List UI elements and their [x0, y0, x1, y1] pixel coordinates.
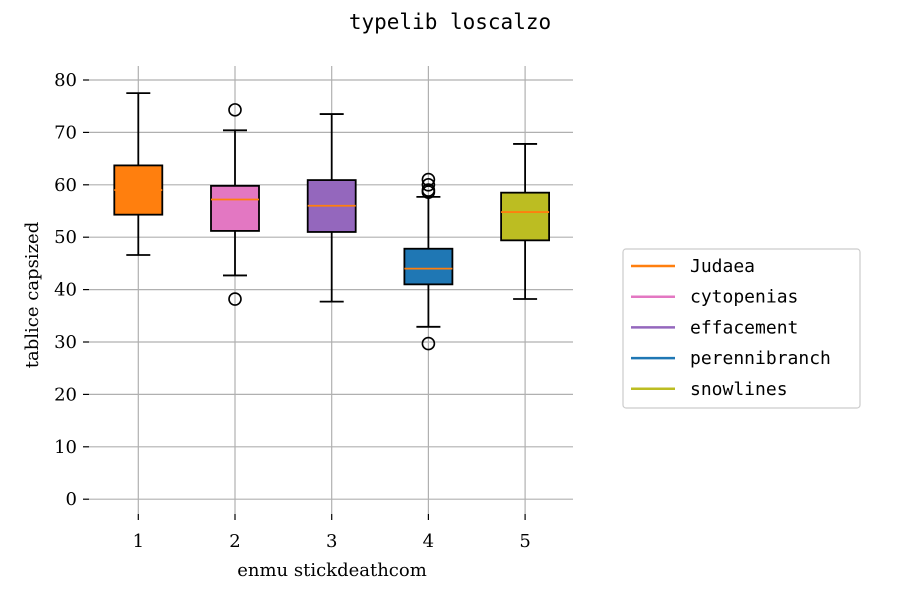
box-effacement — [306, 113, 357, 303]
x-tick-label: 2 — [229, 531, 240, 552]
outlier-point — [228, 292, 242, 306]
outlier-point — [421, 336, 436, 351]
y-axis-label: tablice capsized — [22, 222, 43, 368]
y-tick-label: 70 — [54, 122, 77, 143]
x-tick-label: 5 — [519, 531, 530, 552]
legend-label: snowlines — [690, 379, 788, 400]
box-perennibranch — [403, 172, 454, 351]
box-Judaea — [113, 92, 164, 256]
chart-title: typelib loscalzo — [349, 10, 551, 34]
x-tick-label: 3 — [326, 531, 337, 552]
y-axis: 0 10 20 30 40 50 60 70 80 — [54, 70, 89, 510]
outlier-point — [421, 185, 436, 199]
y-tick-label: 30 — [54, 332, 77, 353]
legend: Judaea cytopenias effacement perennibranch s… — [622, 248, 861, 409]
y-tick-label: 20 — [54, 384, 77, 405]
box-snowlines — [500, 143, 551, 300]
y-tick-label: 80 — [54, 70, 77, 91]
x-tick-label: 4 — [423, 531, 434, 552]
plot-area — [113, 92, 551, 351]
legend-label: perennibranch — [690, 348, 831, 369]
y-tick-label: 50 — [54, 227, 77, 248]
outlier-point — [421, 178, 436, 192]
y-tick-label: 60 — [54, 175, 77, 196]
box-cytopenias — [210, 103, 260, 306]
box-iqr — [210, 184, 260, 232]
legend-label: cytopenias — [690, 287, 798, 308]
y-tick-label: 40 — [54, 280, 77, 301]
legend-label: effacement — [690, 317, 798, 338]
x-axis-label: enmu stickdeathcom — [237, 560, 427, 581]
x-tick-label: 1 — [133, 531, 144, 552]
outlier-point — [228, 103, 242, 117]
legend-frame — [622, 248, 861, 409]
x-axis: 1 2 3 4 5 — [133, 514, 531, 552]
y-tick-label: 10 — [54, 437, 77, 458]
box-iqr — [500, 191, 551, 242]
box-iqr — [403, 247, 454, 286]
legend-label: Judaea — [690, 256, 755, 277]
y-tick-label: 0 — [66, 489, 77, 510]
